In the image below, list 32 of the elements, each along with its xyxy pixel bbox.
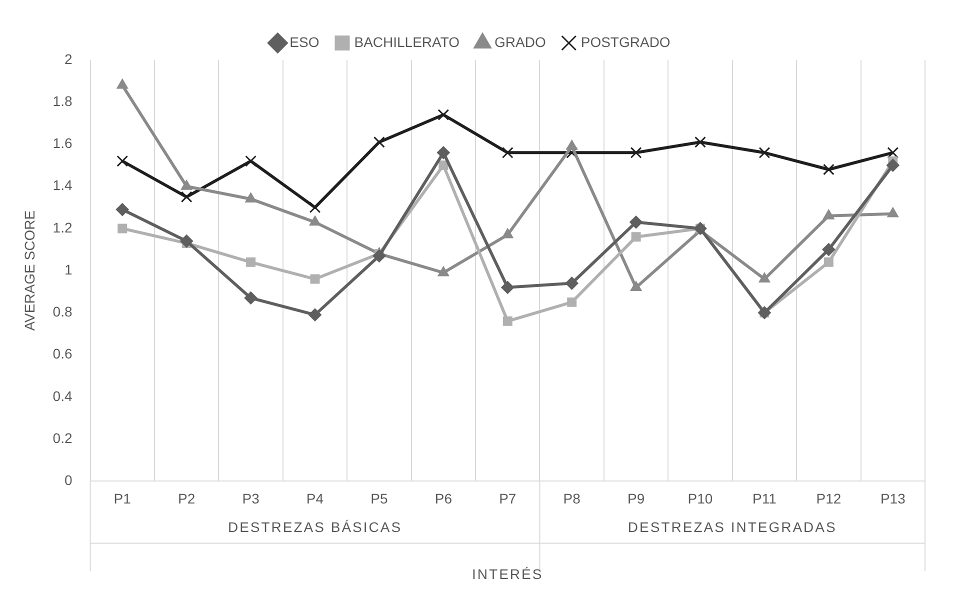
x-tick-label: P3 bbox=[242, 490, 260, 506]
x-tick-label: P9 bbox=[627, 490, 645, 506]
y-tick-label: 0.6 bbox=[52, 346, 72, 362]
x-tick-label: P10 bbox=[688, 490, 713, 506]
text: DESTREZAS INTEGRADAS bbox=[628, 519, 837, 536]
legend-label: GRADO bbox=[494, 34, 546, 50]
x-tick-label: P13 bbox=[880, 490, 906, 506]
x-tick-label: P1 bbox=[114, 490, 132, 506]
y-axis-title: AVERAGE SCORE bbox=[21, 210, 38, 331]
x-tick-label: P12 bbox=[816, 490, 842, 506]
y-tick-label: 1.8 bbox=[52, 92, 72, 109]
x-tick-label: P2 bbox=[178, 490, 196, 506]
y-tick-label: 1.4 bbox=[52, 177, 72, 194]
y-tick-label: 1.2 bbox=[52, 219, 72, 236]
x-tick-label: P11 bbox=[752, 490, 777, 506]
y-tick-label: 1.6 bbox=[52, 135, 72, 152]
x-tick-label: P5 bbox=[370, 490, 388, 506]
legend-label: POSTGRADO bbox=[580, 34, 670, 50]
y-tick-label: 0 bbox=[64, 472, 72, 488]
y-tick-label: 1 bbox=[64, 261, 72, 278]
x-tick-label: P6 bbox=[434, 490, 452, 506]
y-tick-label: 0.8 bbox=[52, 304, 72, 320]
y-tick-label: 0.2 bbox=[52, 430, 72, 446]
legend-label: ESO bbox=[290, 34, 320, 50]
x-tick-label: P4 bbox=[306, 490, 324, 506]
legend-label: BACHILLERATO bbox=[354, 34, 460, 50]
x-tick-label: P7 bbox=[499, 490, 516, 506]
text: DESTREZAS BÁSICAS bbox=[228, 519, 402, 536]
y-tick-label: 2 bbox=[64, 50, 72, 67]
x-axis-title: INTERÉS bbox=[472, 566, 544, 582]
y-tick-label: 0.4 bbox=[52, 388, 72, 404]
x-tick-label: P8 bbox=[563, 490, 581, 506]
